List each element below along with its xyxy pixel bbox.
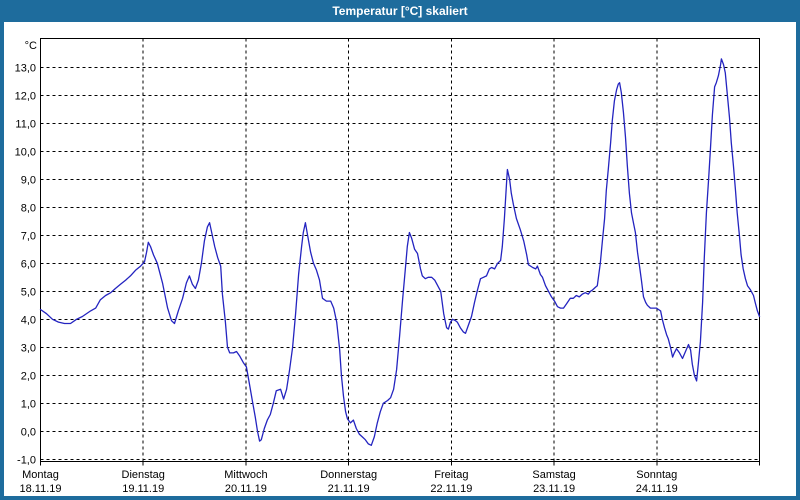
y-axis-label: 8,0 bbox=[21, 202, 36, 214]
window-title: Temperatur [°C] skaliert bbox=[332, 4, 468, 18]
x-axis-day-label: Dienstag bbox=[122, 469, 165, 481]
title-bar: Temperatur [°C] skaliert bbox=[0, 0, 800, 22]
x-axis-date-label: 23.11.19 bbox=[533, 483, 575, 495]
y-axis-label: 0,0 bbox=[21, 426, 36, 438]
x-axis-day-label: Sonntag bbox=[636, 469, 677, 481]
y-axis-label: 2,0 bbox=[21, 370, 36, 382]
y-axis-label: 11,0 bbox=[15, 118, 36, 130]
y-axis-label: 4,0 bbox=[21, 314, 36, 326]
x-axis-day-label: Mittwoch bbox=[224, 469, 267, 481]
y-axis-label: 10,0 bbox=[15, 146, 36, 158]
y-axis-label: -1,0 bbox=[17, 454, 36, 466]
x-axis-date-label: 21.11.19 bbox=[328, 483, 370, 495]
x-axis-date-label: 19.11.19 bbox=[122, 483, 164, 495]
y-axis-label: 7,0 bbox=[21, 230, 36, 242]
x-axis-day-label: Samstag bbox=[532, 469, 575, 481]
chart-panel: °C 13,0 12,0 11,0 10,0 9,0 8,0 7,0 6,0 5,0 4,0 3,0 2… bbox=[4, 22, 796, 496]
x-axis-date-label: 20.11.19 bbox=[225, 483, 267, 495]
x-axis-date-label: 24.11.19 bbox=[636, 483, 678, 495]
x-axis-day-label: Montag bbox=[22, 469, 59, 481]
y-axis-label: 13,0 bbox=[15, 62, 36, 74]
y-axis-label: 1,0 bbox=[21, 398, 36, 410]
y-axis-label: 9,0 bbox=[21, 174, 36, 186]
plot-border bbox=[40, 38, 760, 462]
temperature-line bbox=[39, 58, 761, 446]
x-axis-day-label: Freitag bbox=[434, 469, 468, 481]
y-axis-label: 5,0 bbox=[21, 286, 36, 298]
y-axis-label: 12,0 bbox=[15, 90, 36, 102]
x-axis-day-label: Donnerstag bbox=[320, 469, 377, 481]
temperature-chart: °C 13,0 12,0 11,0 10,0 9,0 8,0 7,0 6,0 5,0 4,0 3,0 2… bbox=[15, 38, 761, 495]
x-axis-date-label: 18.11.19 bbox=[19, 483, 61, 495]
x-axis-date-label: 22.11.19 bbox=[430, 483, 472, 495]
y-axis-label: 6,0 bbox=[21, 258, 36, 270]
y-axis-unit: °C bbox=[25, 40, 37, 52]
y-axis-label: 3,0 bbox=[21, 342, 36, 354]
